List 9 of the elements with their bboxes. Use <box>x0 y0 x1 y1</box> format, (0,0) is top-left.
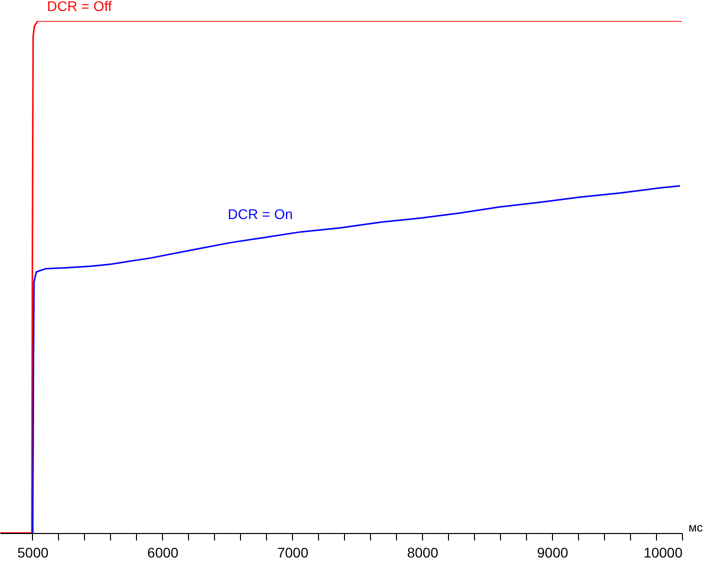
x-tick-label: 9000 <box>537 544 568 560</box>
x-axis-title: мс <box>688 520 703 534</box>
x-tick-label: 10000 <box>644 544 683 560</box>
series-label: DCR = On <box>228 206 293 222</box>
x-tick-label: 6000 <box>147 544 179 560</box>
x-tick-label: 7000 <box>277 544 309 560</box>
series-label: DCR = Off <box>47 0 112 14</box>
x-tick-label: 5000 <box>17 544 49 560</box>
x-tick-label: 8000 <box>407 544 438 560</box>
